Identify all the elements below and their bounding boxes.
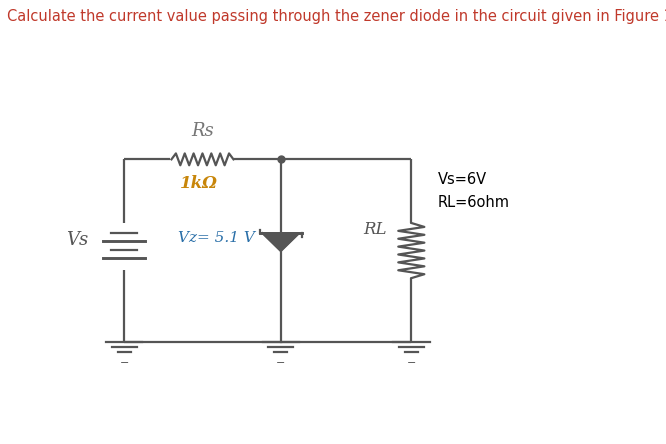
- Text: Vz= 5.1 V: Vz= 5.1 V: [178, 231, 254, 245]
- Text: −: −: [276, 358, 286, 368]
- Text: Rs: Rs: [191, 122, 214, 140]
- Text: 1kΩ: 1kΩ: [180, 175, 218, 192]
- Text: Vs: Vs: [66, 231, 89, 249]
- Text: Vs=6V
RL=6ohm: Vs=6V RL=6ohm: [438, 172, 509, 210]
- Polygon shape: [262, 233, 299, 251]
- Text: −: −: [407, 358, 416, 368]
- Text: Calculate the current value passing through the zener diode in the circuit given: Calculate the current value passing thro…: [7, 9, 666, 24]
- Text: −: −: [119, 358, 129, 368]
- Text: RL: RL: [363, 221, 386, 238]
